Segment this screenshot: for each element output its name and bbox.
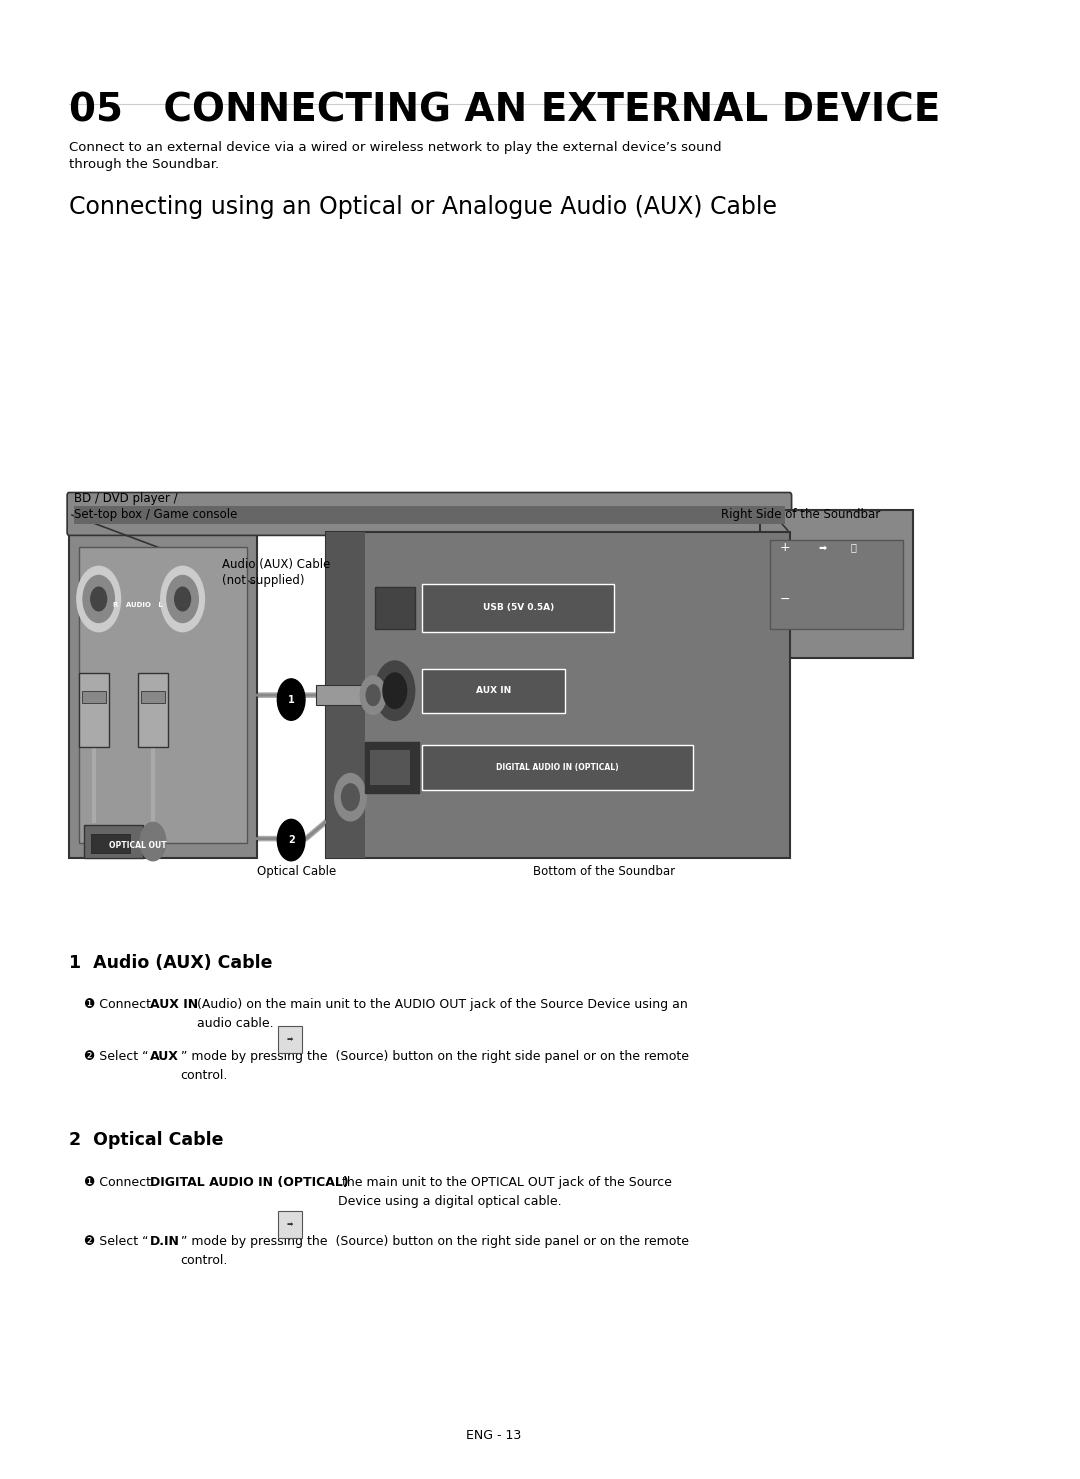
Text: Connecting using an Optical or Analogue Audio (AUX) Cable: Connecting using an Optical or Analogue …: [69, 195, 778, 219]
Circle shape: [278, 679, 305, 720]
Text: ❷ Select “: ❷ Select “: [84, 1050, 148, 1063]
Bar: [375, 587, 415, 629]
Bar: [370, 750, 409, 785]
Circle shape: [161, 566, 204, 632]
Text: 2  Optical Cable: 2 Optical Cable: [69, 1131, 224, 1149]
Text: AUX: AUX: [150, 1050, 179, 1063]
Text: +: +: [780, 541, 789, 553]
Text: Audio (AUX) Cable
(not supplied): Audio (AUX) Cable (not supplied): [222, 558, 330, 587]
FancyBboxPatch shape: [422, 669, 565, 713]
Circle shape: [91, 587, 107, 611]
Circle shape: [361, 676, 386, 714]
Text: ❷ Select “: ❷ Select “: [84, 1235, 148, 1248]
Bar: [770, 540, 903, 629]
Bar: [91, 834, 131, 853]
Text: R   AUDIO   L: R AUDIO L: [113, 602, 163, 608]
Text: ⏻: ⏻: [851, 543, 856, 552]
Circle shape: [366, 685, 380, 705]
FancyBboxPatch shape: [422, 745, 693, 790]
Text: DIGITAL AUDIO IN (OPTICAL): DIGITAL AUDIO IN (OPTICAL): [150, 1176, 349, 1189]
Text: ” mode by pressing the  (​Source​) button on the right side panel or on the remo: ” mode by pressing the (​Source​) button…: [180, 1235, 689, 1268]
FancyBboxPatch shape: [79, 547, 246, 843]
Text: ❶ Connect: ❶ Connect: [84, 1176, 154, 1189]
Text: ➡: ➡: [287, 1035, 294, 1044]
Bar: [75, 506, 785, 524]
Text: Right Side of the Soundbar: Right Side of the Soundbar: [720, 507, 880, 521]
Bar: [365, 742, 419, 793]
FancyBboxPatch shape: [279, 1026, 302, 1053]
Text: 05   CONNECTING AN EXTERNAL DEVICE: 05 CONNECTING AN EXTERNAL DEVICE: [69, 92, 941, 130]
Bar: [141, 691, 165, 703]
Text: (Audio) on the main unit to the AUDIO OUT jack of the Source Device using an
aud: (Audio) on the main unit to the AUDIO OU…: [198, 998, 688, 1031]
Text: Connect to an external device via a wired or wireless network to play the extern: Connect to an external device via a wire…: [69, 141, 721, 170]
FancyBboxPatch shape: [69, 532, 257, 858]
Circle shape: [278, 819, 305, 861]
FancyBboxPatch shape: [326, 532, 789, 858]
Text: 1  Audio (AUX) Cable: 1 Audio (AUX) Cable: [69, 954, 272, 972]
Text: the main unit to the OPTICAL OUT jack of the Source
Device using a digital optic: the main unit to the OPTICAL OUT jack of…: [338, 1176, 672, 1208]
Text: ➡: ➡: [287, 1220, 294, 1229]
Circle shape: [77, 566, 120, 632]
Text: ” mode by pressing the  (​Source​) button on the right side panel or on the remo: ” mode by pressing the (​Source​) button…: [180, 1050, 689, 1083]
Text: ➡: ➡: [819, 543, 826, 552]
Text: USB (5V 0.5A): USB (5V 0.5A): [483, 603, 554, 612]
Circle shape: [383, 673, 407, 708]
Bar: [79, 673, 109, 747]
Bar: [315, 685, 370, 705]
Text: OPTICAL OUT: OPTICAL OUT: [109, 842, 167, 850]
FancyBboxPatch shape: [279, 1211, 302, 1238]
Text: 1: 1: [287, 695, 295, 704]
FancyBboxPatch shape: [422, 584, 613, 632]
Text: AUX IN: AUX IN: [150, 998, 198, 1012]
Circle shape: [341, 784, 360, 810]
FancyBboxPatch shape: [760, 510, 913, 658]
Bar: [326, 532, 365, 858]
Circle shape: [375, 661, 415, 720]
Text: DIGITAL AUDIO IN (OPTICAL): DIGITAL AUDIO IN (OPTICAL): [497, 763, 619, 772]
Text: D.IN: D.IN: [150, 1235, 180, 1248]
Bar: [82, 691, 106, 703]
Text: 2: 2: [287, 836, 295, 845]
Circle shape: [140, 822, 166, 861]
FancyBboxPatch shape: [67, 493, 792, 535]
Text: BD / DVD player /
Set-top box / Game console: BD / DVD player / Set-top box / Game con…: [75, 491, 238, 521]
Text: ❶ Connect: ❶ Connect: [84, 998, 154, 1012]
Circle shape: [83, 575, 114, 623]
Text: −: −: [780, 593, 789, 605]
Text: Optical Cable: Optical Cable: [257, 865, 336, 879]
Circle shape: [175, 587, 190, 611]
Text: ENG - 13: ENG - 13: [465, 1429, 522, 1442]
Bar: [138, 673, 167, 747]
Text: AUX IN: AUX IN: [476, 686, 511, 695]
Text: Bottom of the Soundbar: Bottom of the Soundbar: [534, 865, 675, 879]
Bar: [84, 825, 144, 858]
Circle shape: [335, 774, 366, 821]
Circle shape: [166, 575, 199, 623]
